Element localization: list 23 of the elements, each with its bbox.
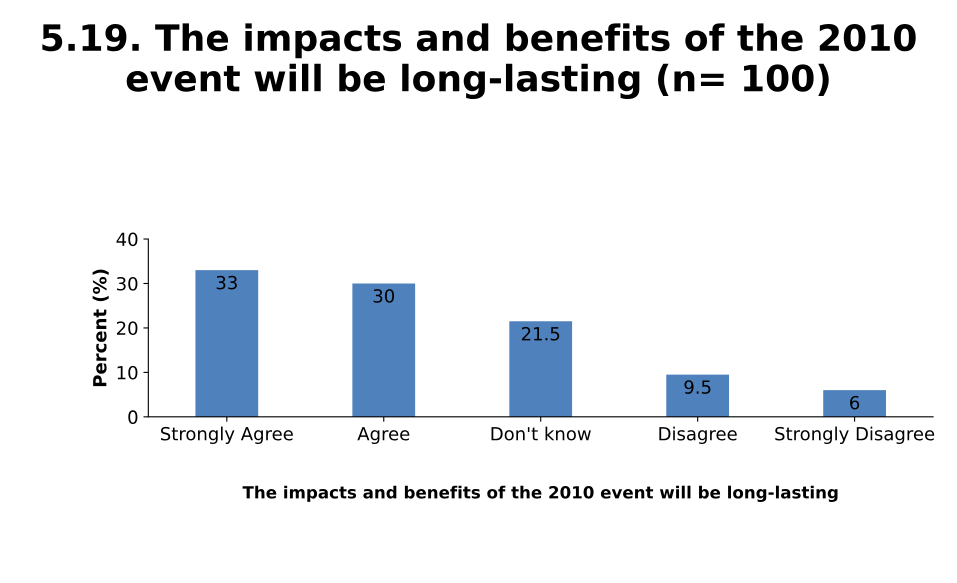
data-label: 30: [374, 289, 394, 303]
y-tick-label: 0: [128, 410, 138, 424]
x-tick-label: Don't know: [492, 426, 591, 441]
data-label: 21.5: [522, 326, 560, 341]
bar: [509, 321, 572, 417]
chart-title: 5.19. The impacts and benefits of the 2010 event will be long-lasting (n= 100): [42, 23, 916, 99]
y-tick-label: 40: [116, 232, 138, 246]
x-axis-title: The impacts and benefits of the 2010 event will be long-lasting: [242, 486, 838, 502]
bar: [823, 390, 886, 417]
y-tick-label: 30: [117, 276, 138, 291]
data-label: 33: [216, 276, 237, 290]
x-tick-label: Strongly Disagree: [775, 426, 934, 444]
y-tick-label: 20: [116, 321, 138, 336]
data-label: 9.5: [684, 380, 710, 394]
x-tick-label: Disagree: [659, 426, 737, 444]
x-tick-label: Strongly Agree: [161, 426, 293, 444]
bar: [666, 374, 730, 417]
bar: [195, 270, 258, 417]
data-label: 6: [850, 396, 860, 410]
y-tick-label: 10: [118, 366, 138, 380]
bar: [352, 283, 416, 417]
y-axis-title: Percent (%): [92, 270, 109, 386]
x-tick-label: Agree: [357, 427, 410, 444]
